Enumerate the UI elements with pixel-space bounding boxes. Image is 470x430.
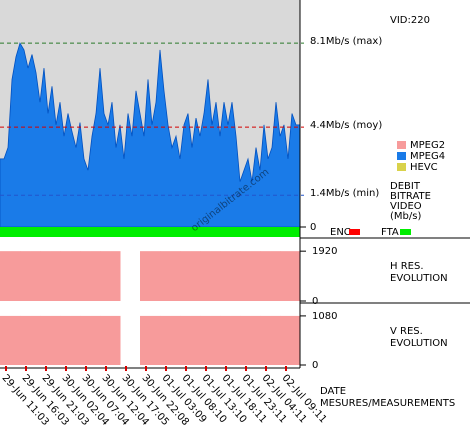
axis-label: MESURES/MEASUREMENTS [320, 398, 455, 409]
legend-swatch [397, 141, 406, 149]
panel-label: EVOLUTION [390, 273, 448, 284]
y-tick-label: 0 [310, 222, 316, 233]
resolution-bar [140, 315, 161, 365]
y-tick-label: 8.1Mb/s (max) [310, 36, 382, 47]
legend-label: MPEG2 [410, 140, 445, 151]
resolution-bar [260, 315, 281, 365]
resolution-bar [160, 315, 181, 365]
axis-label: BITRATE [390, 191, 431, 202]
resolution-bar [280, 315, 301, 365]
resolution-bar [100, 251, 121, 301]
panel-label: H RES. [390, 261, 424, 272]
axis-label: DEBIT [390, 181, 421, 192]
resolution-bar [0, 251, 21, 301]
legend-label: MPEG4 [410, 151, 445, 162]
y-tick-label: 1920 [312, 246, 337, 257]
resolution-bar [160, 251, 181, 301]
resolution-bar [0, 315, 21, 365]
area [0, 42, 301, 228]
resolution-bar [100, 315, 121, 365]
resolution-bar [80, 251, 101, 301]
resolution-bar [180, 315, 201, 365]
resolution-bar [240, 315, 261, 365]
legend-swatch [397, 152, 406, 160]
resolution-bar [80, 315, 101, 365]
resolution-bar [240, 251, 261, 301]
panel-label: V RES. [390, 326, 423, 337]
resolution-bar [200, 315, 221, 365]
y-tick-label: 4.4Mb/s (moy) [310, 120, 382, 131]
resolution-bar [20, 315, 41, 365]
y-tick-label: 1080 [312, 311, 337, 322]
legend-label: ENC [330, 227, 351, 238]
legend-label: HEVC [410, 162, 438, 173]
resolution-bar [220, 251, 241, 301]
title: VID:220 [390, 15, 430, 26]
y-tick-label: 0 [312, 360, 318, 371]
legend-label: FTA [381, 227, 399, 238]
status-bar [0, 227, 300, 237]
resolution-bar [260, 251, 281, 301]
y-tick-label: 0 [312, 296, 318, 307]
legend-swatch [349, 229, 360, 235]
resolution-bar [200, 251, 221, 301]
resolution-bar [40, 251, 61, 301]
panel-label: EVOLUTION [390, 338, 448, 349]
resolution-bar [280, 251, 301, 301]
axis-label: VIDEO [390, 201, 422, 212]
resolution-bar [220, 315, 241, 365]
axis-label: (Mb/s) [390, 211, 421, 222]
resolution-bar [180, 251, 201, 301]
resolution-bar [40, 315, 61, 365]
legend-swatch [400, 229, 411, 235]
resolution-bar [60, 251, 81, 301]
legend-swatch [397, 163, 406, 171]
resolution-bar [60, 315, 81, 365]
resolution-bar [20, 251, 41, 301]
resolution-bar [140, 251, 161, 301]
y-tick-label: 1.4Mb/s (min) [310, 188, 379, 199]
axis-label: DATE [320, 386, 346, 397]
